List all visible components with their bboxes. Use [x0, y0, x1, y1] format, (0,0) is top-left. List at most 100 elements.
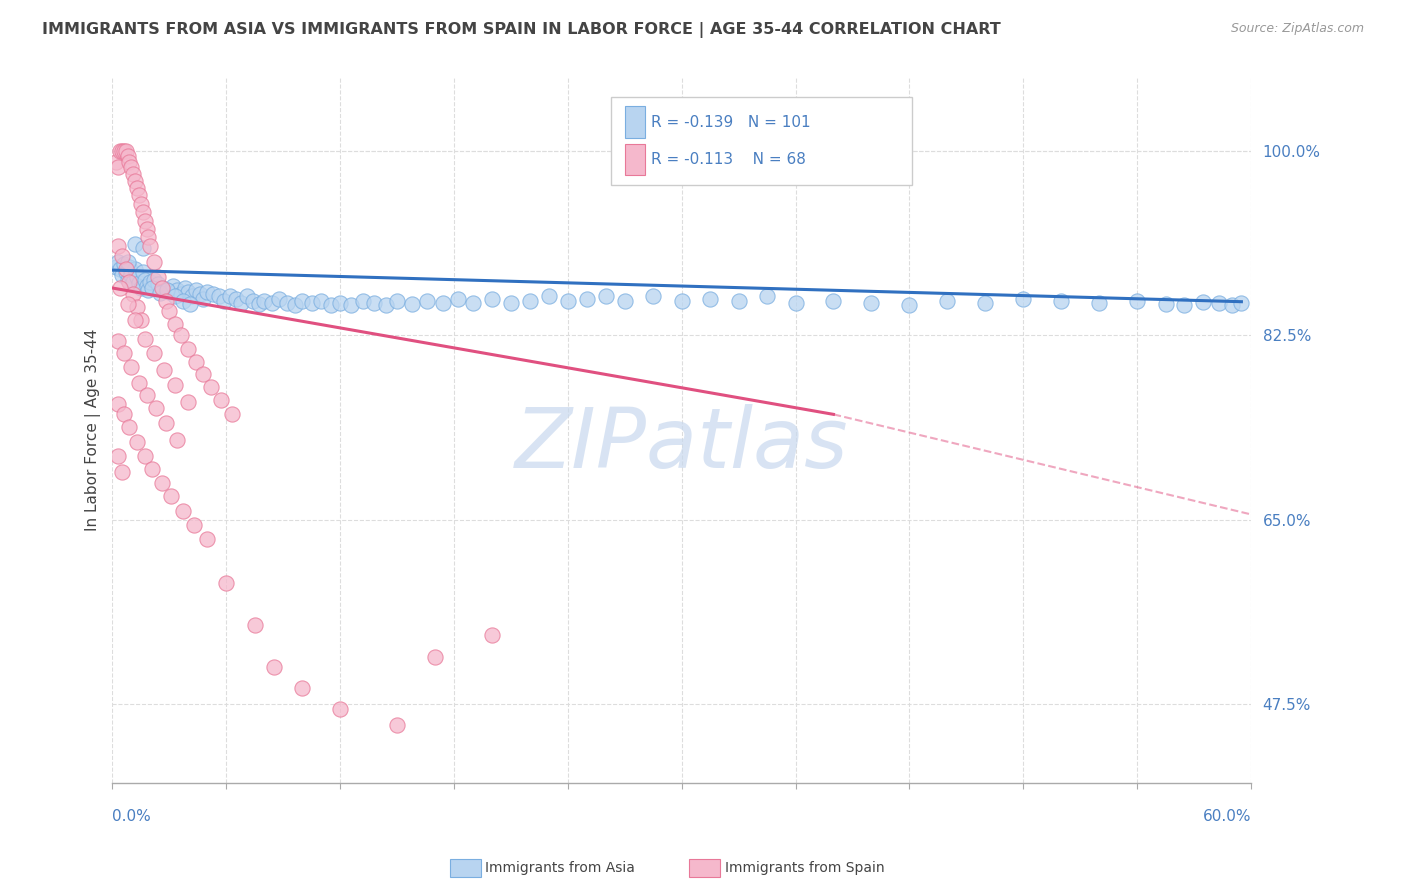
- Point: [575, 292, 598, 306]
- Point: [1126, 293, 1149, 308]
- Point: [139, 239, 162, 253]
- Point: [112, 257, 135, 271]
- Point: [134, 272, 156, 286]
- Point: [184, 283, 207, 297]
- Point: [166, 283, 188, 297]
- Point: [134, 213, 156, 227]
- Point: [481, 628, 503, 642]
- Point: [221, 408, 243, 422]
- Point: [107, 239, 129, 253]
- Point: [209, 392, 232, 407]
- Point: [785, 295, 807, 310]
- Point: [125, 270, 148, 285]
- Point: [309, 293, 332, 308]
- Point: [124, 236, 146, 251]
- Point: [128, 376, 150, 390]
- Point: [129, 196, 152, 211]
- Point: [1208, 295, 1230, 310]
- Y-axis label: In Labor Force | Age 35-44: In Labor Force | Age 35-44: [86, 329, 101, 532]
- Point: [242, 293, 264, 308]
- Point: [499, 295, 522, 310]
- Point: [122, 287, 145, 301]
- Point: [112, 346, 135, 360]
- Text: IMMIGRANTS FROM ASIA VS IMMIGRANTS FROM SPAIN IN LABOR FORCE | AGE 35-44 CORRELA: IMMIGRANTS FROM ASIA VS IMMIGRANTS FROM …: [42, 22, 1001, 38]
- Point: [170, 287, 193, 301]
- Point: [120, 268, 142, 283]
- Point: [143, 272, 166, 286]
- Point: [225, 292, 247, 306]
- Point: [1154, 297, 1177, 311]
- Point: [118, 154, 141, 169]
- Point: [163, 317, 186, 331]
- Point: [177, 285, 200, 300]
- Point: [129, 281, 152, 295]
- Point: [193, 368, 215, 382]
- Point: [1173, 298, 1195, 312]
- Point: [974, 295, 997, 310]
- Point: [122, 167, 145, 181]
- Point: [114, 144, 136, 158]
- Point: [170, 328, 193, 343]
- Point: [139, 275, 162, 289]
- Point: [269, 292, 291, 306]
- Point: [134, 332, 156, 346]
- Text: Source: ZipAtlas.com: Source: ZipAtlas.com: [1230, 22, 1364, 36]
- Point: [1088, 295, 1111, 310]
- Point: [208, 289, 231, 303]
- Point: [374, 298, 396, 312]
- Point: [138, 230, 160, 244]
- Point: [352, 293, 374, 308]
- Point: [132, 241, 155, 255]
- Point: [111, 144, 134, 158]
- Point: [117, 272, 139, 286]
- Point: [112, 408, 135, 422]
- Point: [141, 462, 163, 476]
- Point: [125, 300, 148, 314]
- Point: [166, 433, 188, 447]
- Point: [134, 450, 156, 464]
- Point: [150, 281, 173, 295]
- Text: Immigrants from Spain: Immigrants from Spain: [725, 861, 886, 875]
- Point: [1192, 294, 1215, 309]
- Point: [756, 289, 779, 303]
- Text: ZIPatlas: ZIPatlas: [515, 404, 848, 484]
- Point: [823, 293, 845, 308]
- Point: [107, 334, 129, 348]
- Point: [363, 295, 385, 310]
- Point: [177, 342, 200, 356]
- Point: [188, 287, 211, 301]
- Point: [613, 293, 636, 308]
- Point: [105, 154, 128, 169]
- Point: [146, 270, 169, 285]
- Point: [152, 363, 174, 377]
- Point: [260, 295, 283, 310]
- Point: [184, 355, 207, 369]
- Point: [557, 293, 579, 308]
- Point: [141, 281, 163, 295]
- Point: [423, 649, 446, 664]
- Point: [1220, 298, 1243, 312]
- Point: [215, 575, 238, 590]
- Point: [243, 618, 266, 632]
- Point: [112, 144, 135, 158]
- Point: [117, 254, 139, 268]
- Point: [329, 295, 352, 310]
- Point: [447, 292, 470, 306]
- Point: [155, 293, 177, 308]
- Point: [145, 401, 167, 415]
- Text: R = -0.113    N = 68: R = -0.113 N = 68: [651, 152, 806, 167]
- Point: [898, 298, 921, 312]
- Point: [143, 254, 166, 268]
- Point: [236, 289, 259, 303]
- Point: [108, 262, 131, 277]
- Point: [132, 205, 155, 219]
- Point: [860, 295, 883, 310]
- Point: [124, 312, 146, 326]
- Point: [162, 279, 184, 293]
- Point: [157, 285, 180, 300]
- Point: [231, 295, 253, 310]
- Point: [247, 297, 270, 311]
- Point: [108, 144, 131, 158]
- Point: [157, 304, 180, 318]
- Point: [105, 260, 128, 274]
